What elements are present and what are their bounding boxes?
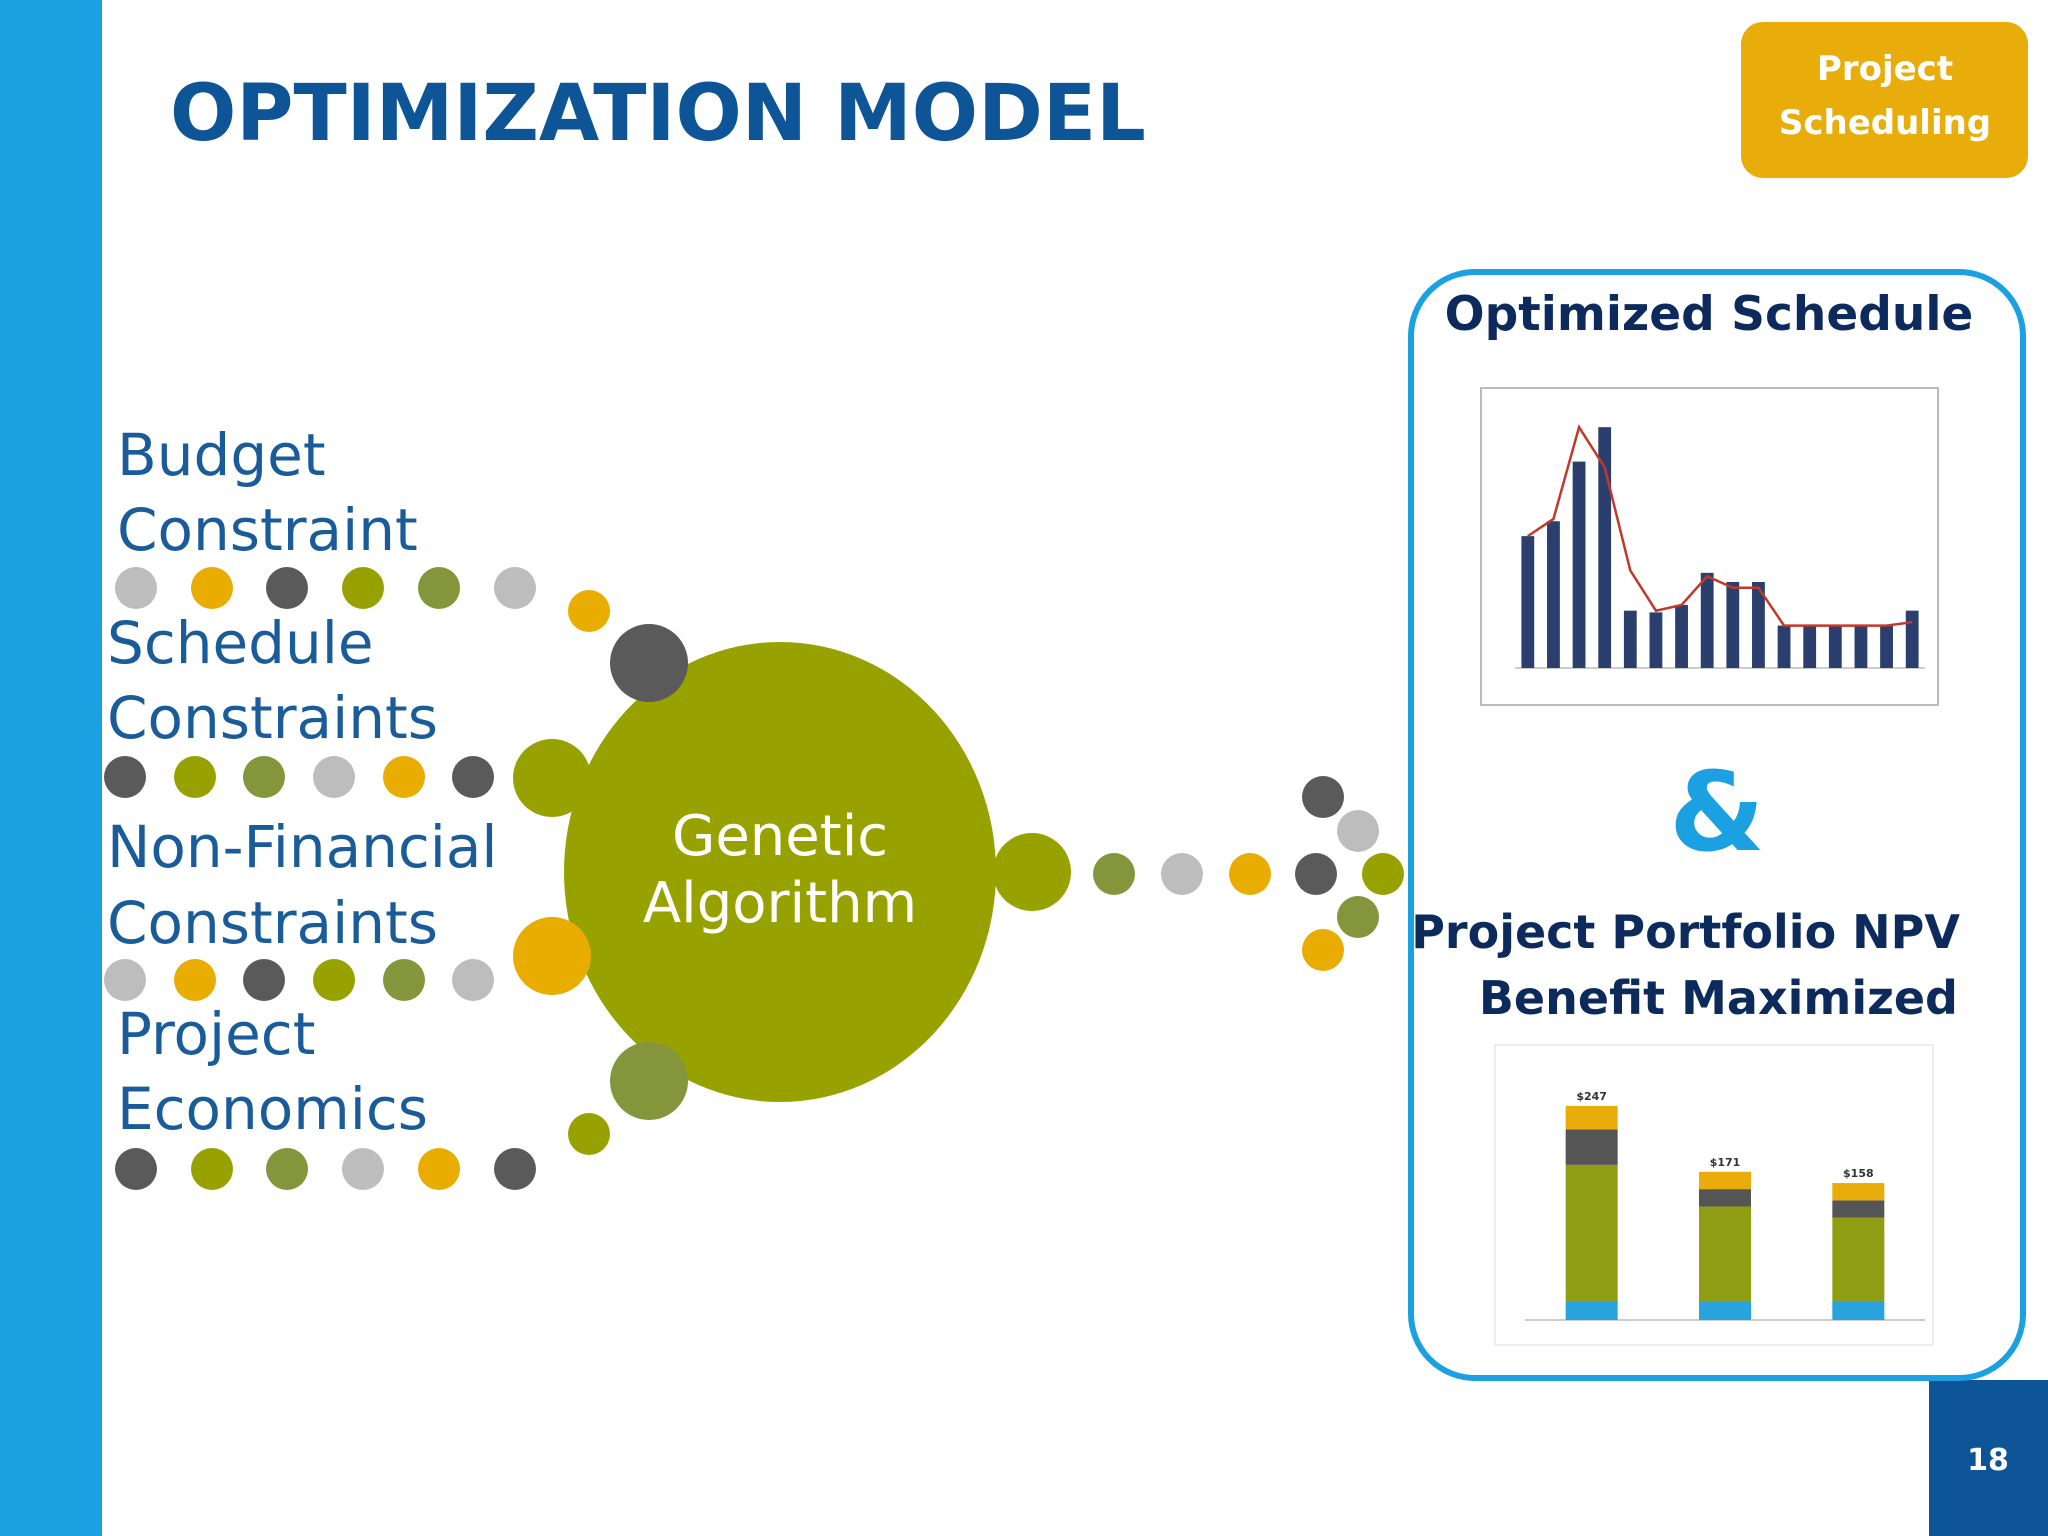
page-number-box	[1929, 1380, 2048, 1536]
bar	[1905, 610, 1919, 668]
total-label: $171	[1710, 1156, 1741, 1169]
engine-label: Algorithm	[643, 871, 917, 936]
engine-label: Genetic	[672, 804, 888, 869]
bar-segment	[1699, 1206, 1751, 1301]
output-title: Optimized Schedule	[1445, 287, 1974, 342]
dot	[383, 756, 425, 798]
bar	[1649, 612, 1663, 668]
input-label: Budget	[117, 421, 326, 489]
dot	[568, 1113, 610, 1155]
dot	[191, 567, 233, 609]
badge-text: Project	[1817, 49, 1953, 89]
title: OPTIMIZATION MODEL	[170, 69, 1146, 159]
bar	[1675, 604, 1688, 668]
dot	[494, 1148, 536, 1190]
dot	[313, 959, 355, 1001]
dot	[494, 567, 536, 609]
satellite	[513, 739, 591, 817]
dot	[568, 590, 610, 632]
page-number: 18	[1967, 1443, 2009, 1478]
dot	[266, 567, 308, 609]
badge-text: Scheduling	[1779, 103, 1991, 143]
dot	[418, 567, 460, 609]
dot	[342, 567, 384, 609]
dot	[243, 959, 285, 1001]
bar-segment	[1832, 1217, 1885, 1301]
bar	[1623, 610, 1637, 668]
input-label: Constraints	[107, 684, 438, 752]
joiner: &	[1669, 748, 1765, 876]
dot	[174, 756, 216, 798]
dot	[115, 567, 157, 609]
dot	[174, 959, 216, 1001]
bar	[1880, 625, 1893, 668]
dots	[104, 567, 1404, 1190]
input-label: Project	[117, 1000, 315, 1068]
bar	[1547, 521, 1560, 668]
dot	[1093, 853, 1135, 895]
input-label: Constraint	[117, 496, 418, 564]
dot	[342, 1148, 384, 1190]
bar-segment	[1699, 1189, 1751, 1207]
bar	[1726, 582, 1740, 668]
total-label: $158	[1843, 1167, 1874, 1180]
dot	[1337, 896, 1379, 938]
npv-title: Project Portfolio NPV	[1411, 905, 1960, 959]
bar-segment	[1832, 1183, 1885, 1201]
satellite	[610, 624, 688, 702]
badge	[1741, 22, 2028, 178]
satellite	[993, 833, 1071, 911]
dot	[1161, 853, 1203, 895]
dot	[452, 959, 494, 1001]
dot	[313, 756, 355, 798]
dot	[1295, 853, 1337, 895]
dot	[1302, 929, 1344, 971]
bar-segment	[1565, 1300, 1618, 1320]
dot	[1302, 776, 1344, 818]
dot	[104, 959, 146, 1001]
side-bar	[0, 0, 102, 1536]
dot	[191, 1148, 233, 1190]
budget-line	[1527, 424, 1913, 627]
bar	[1777, 625, 1791, 668]
input-label: Economics	[117, 1075, 428, 1143]
bar-segment	[1832, 1300, 1885, 1320]
bar-segment	[1565, 1164, 1618, 1301]
dot	[115, 1148, 157, 1190]
bar	[1803, 625, 1817, 668]
bar	[1572, 461, 1586, 668]
bar	[1700, 572, 1714, 668]
satellite	[610, 1042, 688, 1120]
dot	[104, 756, 146, 798]
npv-title: Benefit Maximized	[1479, 971, 1958, 1025]
satellite	[513, 917, 591, 995]
bar	[1521, 536, 1535, 668]
dot	[383, 959, 425, 1001]
input-label: Constraints	[107, 889, 438, 957]
dot	[1229, 853, 1271, 895]
bar-segment	[1565, 1105, 1618, 1130]
bar-segment	[1699, 1171, 1751, 1190]
dot	[1362, 853, 1404, 895]
dot	[1337, 810, 1379, 852]
bar	[1752, 582, 1765, 668]
bar-segment	[1699, 1300, 1751, 1320]
bar	[1854, 625, 1868, 668]
bar	[1828, 625, 1842, 668]
total-label: $247	[1576, 1090, 1607, 1103]
bar-segment	[1832, 1200, 1885, 1218]
input-label: Non-Financial	[107, 813, 498, 881]
dot	[452, 756, 494, 798]
bar-segment	[1565, 1129, 1618, 1165]
dot	[266, 1148, 308, 1190]
engine-circle	[564, 642, 996, 1102]
bar	[1598, 427, 1612, 668]
input-label: Schedule	[107, 609, 374, 677]
dot	[418, 1148, 460, 1190]
dot	[243, 756, 285, 798]
